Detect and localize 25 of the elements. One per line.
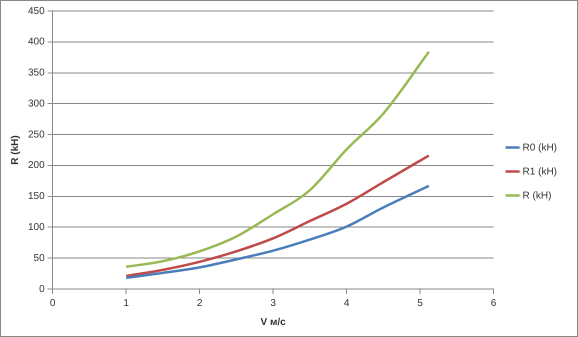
y-tick-label: 350 bbox=[28, 68, 46, 79]
y-tick-label: 50 bbox=[34, 252, 46, 264]
x-axis-title: V м/с bbox=[260, 316, 286, 328]
x-tick-label: 4 bbox=[344, 298, 350, 309]
legend-label: R1 (kH) bbox=[522, 166, 558, 178]
legend-label: R0 (kH) bbox=[522, 142, 558, 154]
x-tick-label: 1 bbox=[123, 298, 130, 309]
y-tick-label: 250 bbox=[28, 129, 46, 140]
x-tick-label: 6 bbox=[490, 298, 497, 309]
x-tick-label: 0 bbox=[50, 298, 56, 309]
line-series bbox=[124, 50, 430, 268]
x-tick-label: 5 bbox=[417, 298, 424, 309]
y-tick-label: 400 bbox=[28, 36, 46, 48]
x-tick-label: 3 bbox=[270, 298, 276, 309]
line-series bbox=[124, 154, 430, 278]
y-tick-label: 0 bbox=[39, 284, 46, 295]
y-tick-label: 200 bbox=[28, 160, 46, 172]
y-tick-label: 450 bbox=[28, 6, 46, 17]
y-tick-label: 100 bbox=[28, 222, 46, 233]
line-series bbox=[124, 184, 430, 280]
y-tick-label: 300 bbox=[28, 98, 46, 110]
legend-label: R (kH) bbox=[522, 190, 552, 202]
y-axis-title: R (kH) bbox=[10, 135, 21, 165]
y-tick-label: 150 bbox=[28, 191, 46, 202]
x-tick-label: 2 bbox=[196, 298, 203, 309]
